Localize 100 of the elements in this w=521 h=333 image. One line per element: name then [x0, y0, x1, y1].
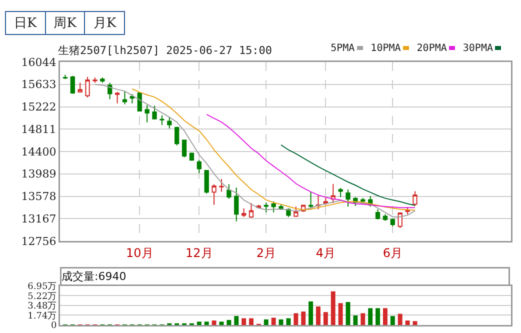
- y-tick-label: 13989: [21, 168, 56, 181]
- y-tick-label: 13578: [21, 190, 56, 204]
- bar: [301, 312, 306, 325]
- candlestick: [160, 114, 164, 126]
- candlestick: [294, 206, 298, 218]
- candlestick: [338, 187, 343, 198]
- candlestick: [167, 116, 172, 129]
- candlestick: [412, 190, 418, 206]
- bar: [234, 316, 239, 325]
- bar: [226, 320, 232, 325]
- candlestick: [92, 76, 98, 84]
- candlestick: [174, 126, 180, 146]
- candlestick: [219, 178, 224, 192]
- y-tick-label: 13167: [21, 212, 56, 226]
- y-tick-label: 15222: [21, 100, 56, 114]
- bar: [308, 301, 314, 325]
- candlestick: [330, 184, 336, 204]
- bar: [286, 318, 291, 325]
- bar: [249, 318, 254, 325]
- bar: [196, 322, 202, 325]
- bar: [376, 308, 380, 325]
- x-tick-label: 6月: [382, 246, 402, 260]
- text: 成交量:6940: [62, 270, 126, 283]
- candlestick: [405, 206, 410, 215]
- y-tick-label: 1.74万: [28, 311, 57, 322]
- bar: [360, 313, 366, 325]
- candlestick: [100, 76, 105, 84]
- bar: [346, 302, 350, 325]
- bar: [316, 306, 320, 325]
- candlestick: [242, 208, 246, 218]
- line-series: [280, 144, 416, 206]
- bar: [382, 308, 388, 325]
- candlestick: [398, 212, 402, 228]
- candlestick: [212, 184, 216, 206]
- candlestick: [62, 74, 68, 80]
- bar: [338, 303, 343, 325]
- y-tick-label: 5.22万: [28, 292, 57, 302]
- candlestick: [144, 104, 150, 123]
- chart-title: 生猪2507[lh2507] 2025-06-27 15:00: [58, 43, 272, 58]
- text: 日K: [6, 12, 46, 34]
- bar: [412, 321, 418, 325]
- x-tick-label: 4月: [316, 246, 336, 260]
- y-tick-label: 6.95万: [28, 282, 57, 292]
- bar: [330, 291, 336, 325]
- candlestick: [204, 170, 209, 194]
- candlestick: [226, 184, 232, 200]
- y-tick-label: 16044: [21, 56, 56, 69]
- candlestick: [85, 76, 90, 98]
- bar: [219, 322, 224, 325]
- x-tick-label: 10月: [126, 246, 154, 260]
- candlestick: [196, 160, 202, 174]
- legend-label: 20PMA: [416, 43, 448, 54]
- bar: [204, 322, 209, 325]
- candlestick: [130, 94, 135, 104]
- candlestick: [382, 214, 388, 222]
- line-series: [132, 88, 416, 211]
- bar: [271, 318, 276, 325]
- candlestick: [248, 202, 254, 218]
- line-series: [94, 84, 416, 218]
- legend-label: 30PMA: [462, 43, 494, 54]
- legend-label: 5PMA: [330, 43, 356, 54]
- candlestick: [390, 218, 395, 227]
- candlestick: [264, 202, 268, 213]
- text: 周K: [46, 12, 86, 34]
- candlestick: [70, 75, 75, 94]
- y-tick-label: 14400: [21, 145, 56, 158]
- y-tick-label: 15633: [21, 78, 56, 92]
- bar: [390, 316, 395, 325]
- bar: [398, 314, 402, 325]
- bar: [212, 320, 216, 325]
- line-series: [206, 114, 416, 208]
- candlestick: [278, 204, 284, 211]
- legend-label: 10PMA: [370, 43, 402, 54]
- candlestick: [271, 200, 276, 213]
- bar: [353, 315, 358, 325]
- bar: [405, 320, 410, 325]
- candlestick: [375, 208, 380, 220]
- text: 月K: [92, 15, 118, 33]
- bar: [278, 319, 284, 325]
- bar: [323, 312, 328, 325]
- candlestick: [346, 189, 350, 208]
- y-tick-label: 14811: [21, 122, 56, 136]
- candlestick: [189, 152, 194, 162]
- candlestick: [308, 191, 314, 210]
- candlestick: [108, 82, 112, 100]
- bar: [368, 308, 373, 325]
- candlestick: [114, 92, 120, 104]
- candlestick: [234, 187, 239, 222]
- candlestick: [122, 91, 128, 105]
- candlestick: [152, 105, 157, 120]
- y-tick-label: 3.48万: [28, 302, 57, 312]
- y-tick-label: 12756: [21, 234, 56, 248]
- x-tick-label: 2月: [256, 246, 276, 260]
- bar: [242, 318, 246, 325]
- bar: [294, 313, 298, 325]
- candlestick: [78, 82, 82, 92]
- x-tick-label: 12月: [186, 246, 213, 260]
- bar: [264, 319, 268, 325]
- candlestick: [182, 140, 187, 158]
- y-tick-label: 0: [50, 321, 57, 332]
